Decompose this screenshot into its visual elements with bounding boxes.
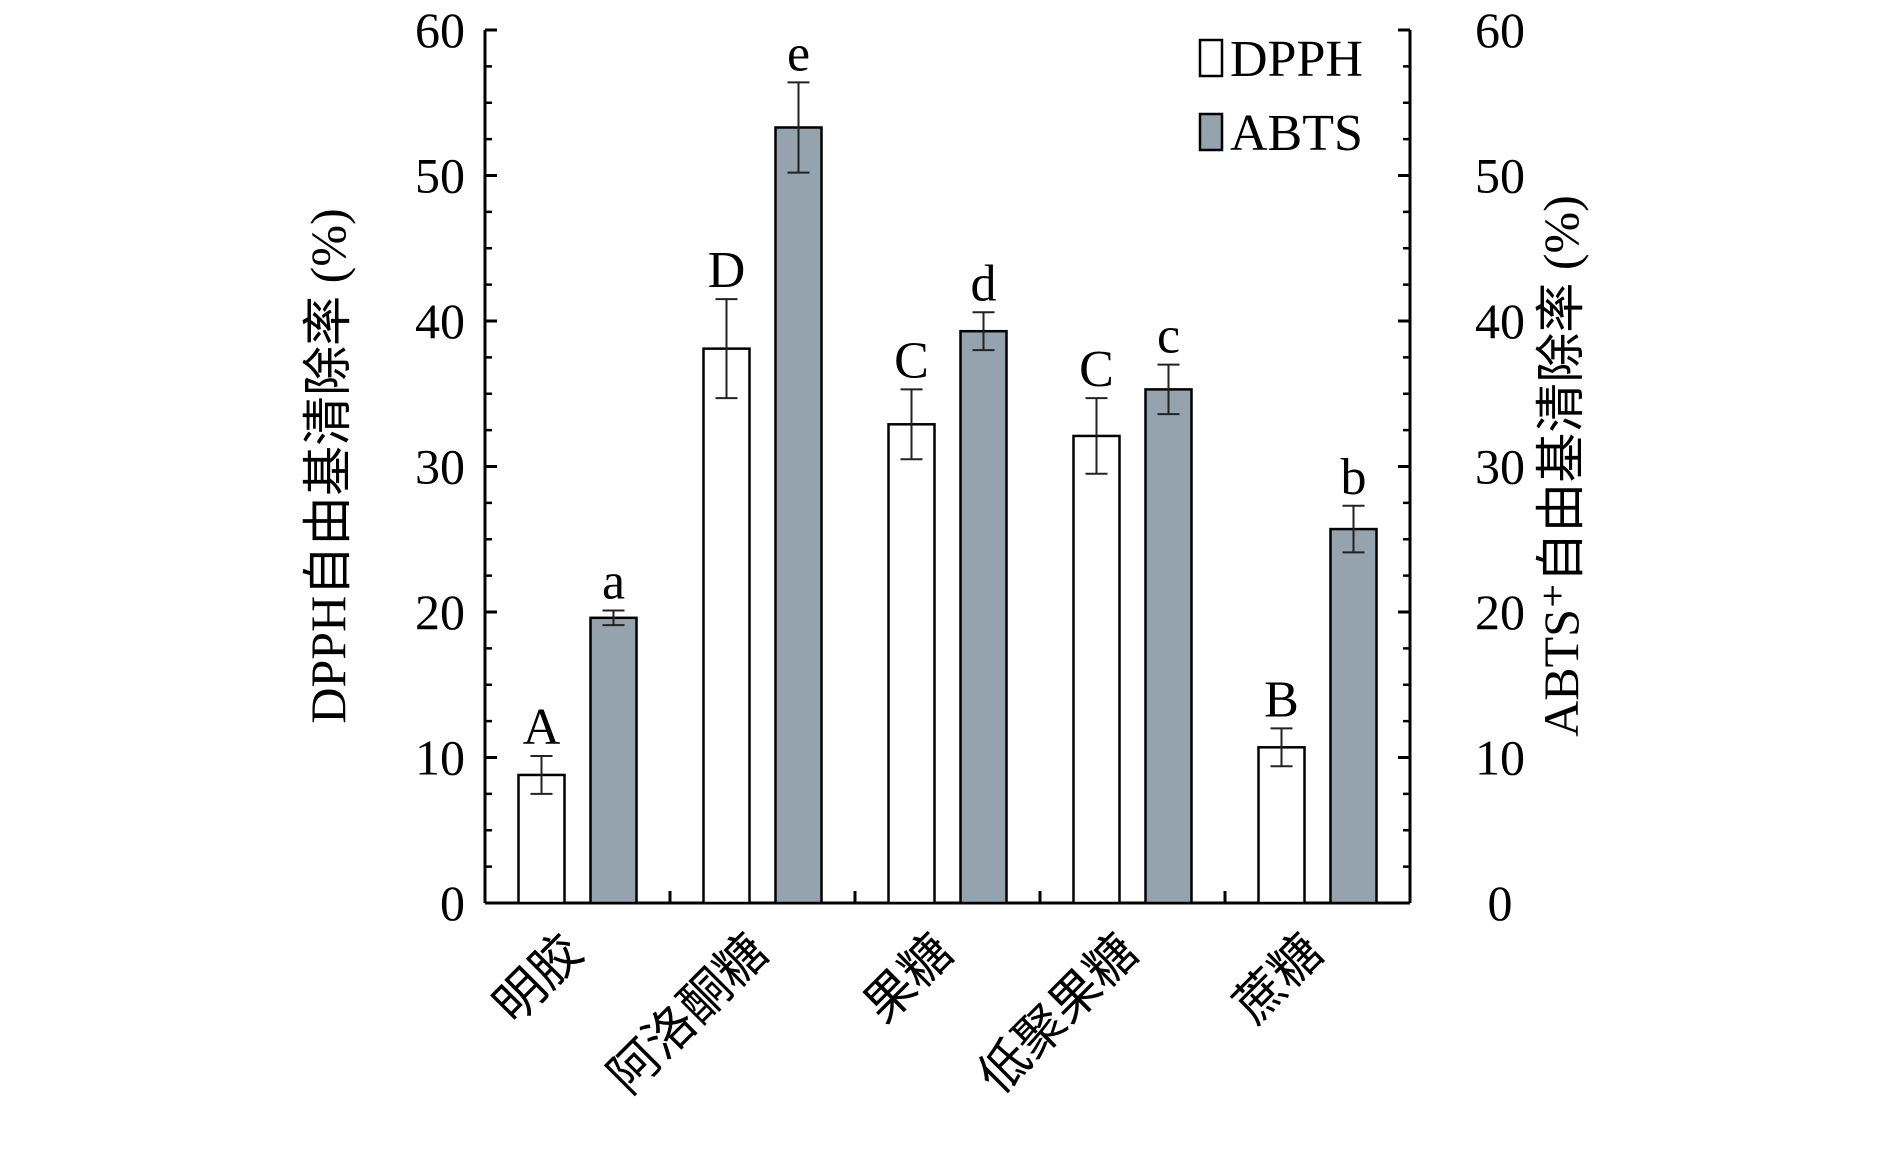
significance-letter: C (894, 332, 929, 389)
y-right-tick-label: 0 (1488, 875, 1513, 931)
category-label: 果糖 (853, 923, 963, 1033)
y-left-tick-label: 20 (415, 584, 465, 640)
y-left-tick-label: 40 (415, 293, 465, 349)
y-left-tick-label: 10 (415, 730, 465, 786)
y-right-tick-label: 50 (1475, 148, 1525, 204)
significance-letter: d (971, 255, 997, 312)
bar-abts[interactable] (589, 616, 638, 905)
significance-letter: B (1264, 671, 1299, 728)
significance-letter: a (602, 554, 625, 611)
legend-swatch-abts (1198, 112, 1224, 152)
significance-letter: D (708, 242, 746, 299)
significance-letter: A (523, 699, 561, 756)
legend-label: ABTS (1230, 105, 1363, 162)
y-left-tick-label: 30 (415, 439, 465, 495)
bar-abts[interactable] (1329, 527, 1378, 905)
y-right-tick-label: 30 (1475, 439, 1525, 495)
y-right-tick-label: 10 (1475, 730, 1525, 786)
bar-abts[interactable] (959, 329, 1008, 905)
y-right-tick-label: 60 (1475, 2, 1525, 58)
legend-swatch-dpph (1198, 38, 1224, 78)
category-label: 阿洛酮糖 (597, 923, 778, 1104)
y-right-tick-label: 40 (1475, 293, 1525, 349)
bar-dpph[interactable] (1257, 746, 1306, 905)
bar-dpph[interactable] (887, 423, 936, 905)
bar-dpph[interactable] (702, 347, 751, 905)
bar-dpph[interactable] (517, 773, 566, 905)
significance-letter: C (1079, 341, 1114, 398)
bar-abts[interactable] (1144, 388, 1193, 905)
bar-abts[interactable] (774, 126, 823, 905)
y-axis-right-title: ABTS⁺自由基清除率 (%) (1533, 195, 1589, 737)
category-label: 蔗糖 (1223, 923, 1333, 1033)
legend-label: DPPH (1230, 31, 1363, 88)
bar-dpph[interactable] (1072, 434, 1121, 905)
significance-letter: c (1157, 308, 1180, 365)
category-label: 明胶 (483, 923, 593, 1033)
y-axis-left-title: DPPH自由基清除率 (%) (300, 208, 356, 723)
y-left-tick-label: 50 (415, 148, 465, 204)
y-left-tick-label: 60 (415, 2, 465, 58)
y-left-tick-label: 0 (440, 875, 465, 931)
significance-letter: e (787, 25, 810, 82)
y-right-tick-label: 20 (1475, 584, 1525, 640)
significance-letter: b (1341, 449, 1367, 506)
category-label: 低聚果糖 (967, 923, 1148, 1104)
